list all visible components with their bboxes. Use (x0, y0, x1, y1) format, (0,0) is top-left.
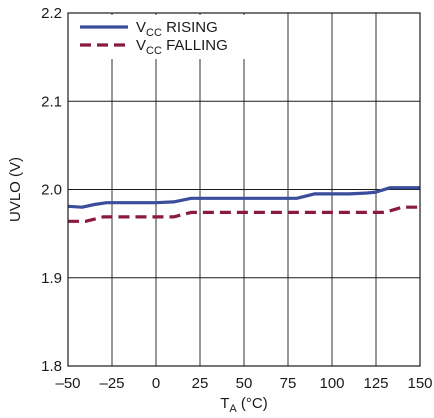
y-tick-label: 2.2 (41, 5, 62, 22)
x-tick-label: 0 (152, 375, 160, 392)
series-line-1 (68, 205, 420, 223)
x-tick-label: 75 (280, 375, 297, 392)
y-tick-labels: 1.8 1.9 2.0 2.1 2.2 (41, 5, 62, 375)
grid (68, 13, 420, 366)
x-tick-labels: –50 –25 0 25 50 75 100 125 150 (55, 375, 432, 392)
legend: VCC RISING VCC FALLING (70, 15, 262, 59)
x-axis-label: TA (°C) (220, 395, 268, 415)
y-tick-label: 1.9 (41, 270, 62, 287)
y-tick-label: 1.8 (41, 358, 62, 375)
series-lines (67, 186, 420, 223)
legend-label-rising: VCC RISING (136, 19, 218, 39)
x-tick-label: 25 (192, 375, 209, 392)
y-tick-label: 2.1 (41, 93, 62, 110)
x-tick-label: 150 (407, 375, 432, 392)
x-tick-label: 100 (319, 375, 344, 392)
series-line-0 (67, 186, 420, 209)
legend-background (70, 15, 262, 59)
y-axis-label: UVLO (V) (7, 157, 24, 222)
legend-label-falling: VCC FALLING (136, 37, 228, 57)
x-tick-label: 125 (363, 375, 388, 392)
x-tick-label: 50 (236, 375, 253, 392)
y-tick-label: 2.0 (41, 182, 62, 199)
plot-frame (67, 12, 421, 367)
x-tick-label: –25 (99, 375, 124, 392)
x-tick-label: –50 (55, 375, 80, 392)
